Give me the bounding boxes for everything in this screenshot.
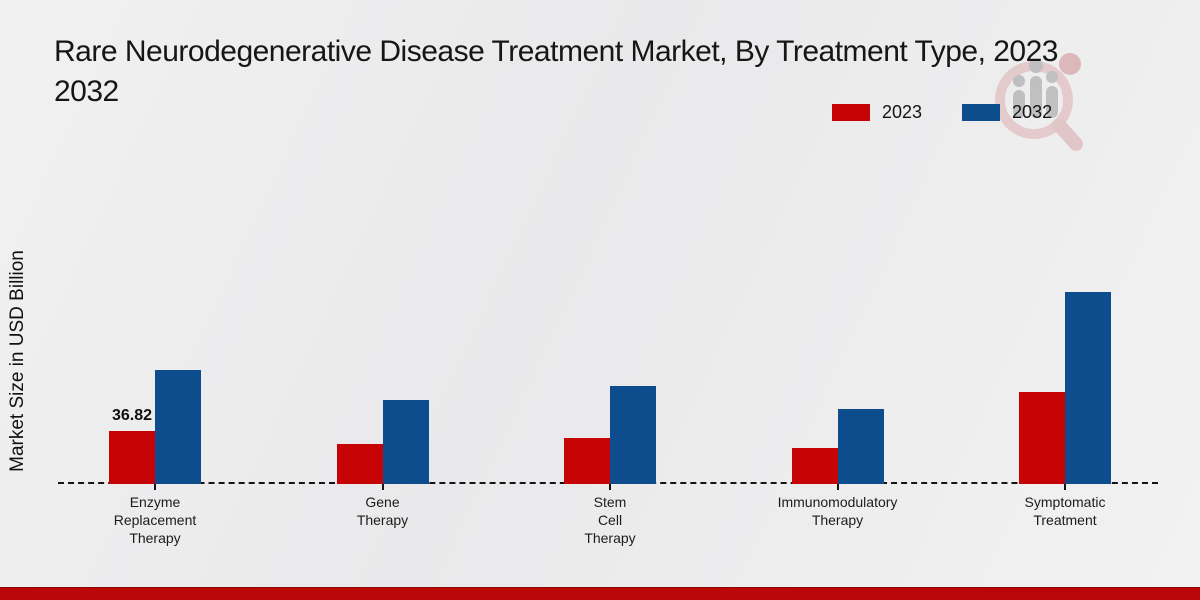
bar-2023-enzyme-replacement-therapy	[109, 430, 155, 484]
category-label-gene-therapy: Gene Therapy	[356, 494, 409, 528]
footer-accent-band	[0, 587, 1200, 600]
bar-2023-stem-cell-therapy	[564, 438, 610, 484]
bar-2023-symptomatic-treatment	[1019, 391, 1065, 484]
bar-2032-gene-therapy	[382, 399, 429, 484]
category-label-immunomodulatory-therapy: Immunomodulatory Therapy	[777, 494, 898, 528]
x-axis-tick	[836, 484, 839, 490]
magnifier-bars-watermark-icon	[995, 53, 1083, 151]
category-label-symptomatic-treatment: Symptomatic Treatment	[1024, 494, 1106, 528]
legend-item-2023: 2023	[832, 102, 922, 123]
category-label-enzyme-replacement-therapy: Enzyme Replacement Therapy	[113, 494, 197, 546]
chart-title: Rare Neurodegenerative Disease Treatment…	[54, 32, 1200, 112]
legend-item-2032: 2032	[962, 102, 1052, 123]
x-axis-tick	[154, 484, 156, 490]
bar-value-label-2023-enzyme-replacement-therapy: 36.82	[111, 406, 153, 424]
chart-title-line2: 2032	[54, 75, 119, 108]
chart-title-line1: Rare Neurodegenerative Disease Treatment…	[54, 35, 1058, 68]
x-axis-tick	[381, 484, 384, 490]
bar-2023-immunomodulatory-therapy	[791, 448, 838, 484]
bar-2032-stem-cell-therapy	[610, 386, 656, 484]
legend-label-2032: 2032	[1012, 102, 1053, 122]
bar-2032-immunomodulatory-therapy	[837, 408, 884, 484]
legend-swatch-2023	[832, 104, 870, 121]
x-axis-tick	[1064, 484, 1066, 490]
x-axis-tick	[609, 484, 611, 490]
bar-2032-symptomatic-treatment	[1065, 292, 1111, 484]
legend-swatch-2032	[962, 104, 1001, 121]
bar-2032-enzyme-replacement-therapy	[155, 369, 201, 484]
legend: 2023 2032	[832, 102, 1052, 123]
legend-label-2023: 2023	[882, 102, 923, 122]
category-label-stem-cell-therapy: Stem Cell Therapy	[584, 494, 636, 546]
bar-2023-gene-therapy	[336, 443, 383, 484]
